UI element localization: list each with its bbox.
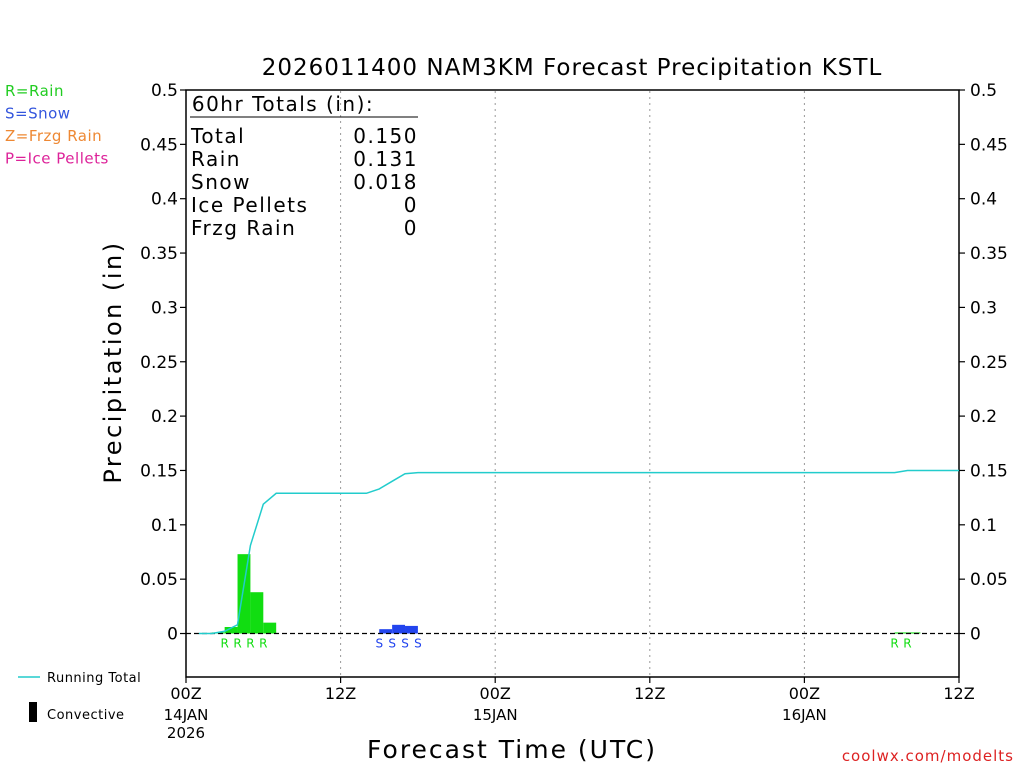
x-tick-sublabel: 16JAN xyxy=(782,706,827,724)
y-tick-label-left: 0.4 xyxy=(151,190,178,210)
ptype-marker: R xyxy=(246,637,254,651)
grid-lines xyxy=(340,91,805,676)
x-tick-label: 00Z xyxy=(480,684,511,703)
legend-running-total: Running Total xyxy=(47,671,141,686)
y-tick-label-left: 0.15 xyxy=(140,461,178,481)
y-tick-label-left: 0.2 xyxy=(151,407,178,427)
y-tick-label-left: 0.1 xyxy=(151,516,178,536)
y-tick-label-left: 0.35 xyxy=(140,244,178,264)
y-axis-label: Precipitation (in) xyxy=(99,240,127,483)
totals-row-label: Rain xyxy=(191,147,241,171)
x-tick-label: 12Z xyxy=(943,684,974,703)
y-tick-label-left: 0 xyxy=(167,625,178,645)
totals-header: 60hr Totals (in): xyxy=(192,92,374,116)
ptype-marker: R xyxy=(890,637,898,651)
totals-box: 60hr Totals (in): Total 0.150 Rain 0.131 Sno… xyxy=(190,92,418,240)
precip-bar xyxy=(250,592,264,634)
series-legend: Running Total Convective xyxy=(18,671,141,723)
ptype-marker: S xyxy=(375,637,383,651)
y-tick-label-left: 0.5 xyxy=(151,81,178,101)
x-tick-label: 12Z xyxy=(325,684,356,703)
y-tick-label-right: 0.1 xyxy=(970,516,997,536)
x-tick-label: 00Z xyxy=(789,684,820,703)
y-tick-label-right: 0.05 xyxy=(970,570,1008,590)
totals-row-label: Snow xyxy=(191,170,251,194)
ptype-legend-item: S=Snow xyxy=(5,105,71,123)
y-tick-label-left: 0.05 xyxy=(140,570,178,590)
totals-row-label: Ice Pellets xyxy=(191,193,308,217)
chart-title: 2026011400 NAM3KM Forecast Precipitation… xyxy=(262,55,883,81)
precip-bar xyxy=(263,622,277,634)
y-tick-label-right: 0.2 xyxy=(970,407,997,427)
ptype-legend: R=Rain S=Snow Z=Frzg Rain P=Ice Pellets xyxy=(5,82,109,168)
x-axis-label: Forecast Time (UTC) xyxy=(367,735,657,764)
site-credit: coolwx.com/modelts xyxy=(842,747,1014,765)
totals-row-value: 0.018 xyxy=(353,170,418,194)
precip-bar xyxy=(392,624,406,634)
ptype-marker: S xyxy=(388,637,396,651)
ptype-legend-item: P=Ice Pellets xyxy=(5,150,109,168)
y-tick-label-right: 0 xyxy=(970,625,981,645)
totals-row-label: Frzg Rain xyxy=(191,216,296,240)
precip-bar xyxy=(237,554,251,634)
totals-row-value: 0 xyxy=(404,216,418,240)
y-tick-label-right: 0.5 xyxy=(970,81,997,101)
legend-convective: Convective xyxy=(47,708,125,723)
totals-row-value: 0 xyxy=(404,193,418,217)
ptype-marker: R xyxy=(233,637,241,651)
precip-bars xyxy=(211,554,921,634)
y-tick-label-right: 0.15 xyxy=(970,461,1008,481)
precip-bar xyxy=(224,626,238,634)
ptype-legend-item: R=Rain xyxy=(5,82,64,100)
y-tick-label-left: 0.3 xyxy=(151,298,178,318)
ptype-legend-item: Z=Frzg Rain xyxy=(5,127,102,145)
ptype-marker: S xyxy=(401,637,409,651)
precip-bar xyxy=(405,625,418,634)
x-tick-label: 00Z xyxy=(170,684,201,703)
x-tick-sublabel: 15JAN xyxy=(473,706,518,724)
ptype-marker: S xyxy=(414,637,422,651)
convective-swatch xyxy=(29,702,37,722)
totals-row-value: 0.150 xyxy=(353,124,418,148)
x-tick-sublabel: 14JAN xyxy=(164,706,209,724)
ptype-marker: R xyxy=(903,637,911,651)
y-tick-label-right: 0.4 xyxy=(970,190,997,210)
y-tick-label-right: 0.35 xyxy=(970,244,1008,264)
precip-bar xyxy=(907,632,921,634)
ptype-marker: R xyxy=(220,637,228,651)
y-tick-label-right: 0.45 xyxy=(970,135,1008,155)
running-total-polyline xyxy=(198,469,959,635)
running-total-line xyxy=(198,469,959,635)
y-tick-label-right: 0.3 xyxy=(970,298,997,318)
ptype-marker: R xyxy=(259,637,267,651)
y-tick-label-left: 0.25 xyxy=(140,353,178,373)
y-axis-ticks: 0 00.05 0.050.1 0.10.15 0.150.2 0.20.25 0.250.… xyxy=(140,81,1008,645)
totals-row-value: 0.131 xyxy=(353,147,418,171)
plot-frame xyxy=(185,89,960,678)
precip-bar xyxy=(379,629,393,634)
y-tick-label-right: 0.25 xyxy=(970,353,1008,373)
x-tick-sublabel: 2026 xyxy=(167,724,205,742)
totals-row-label: Total xyxy=(190,124,245,148)
x-tick-label: 12Z xyxy=(634,684,665,703)
y-tick-label-left: 0.45 xyxy=(140,135,178,155)
